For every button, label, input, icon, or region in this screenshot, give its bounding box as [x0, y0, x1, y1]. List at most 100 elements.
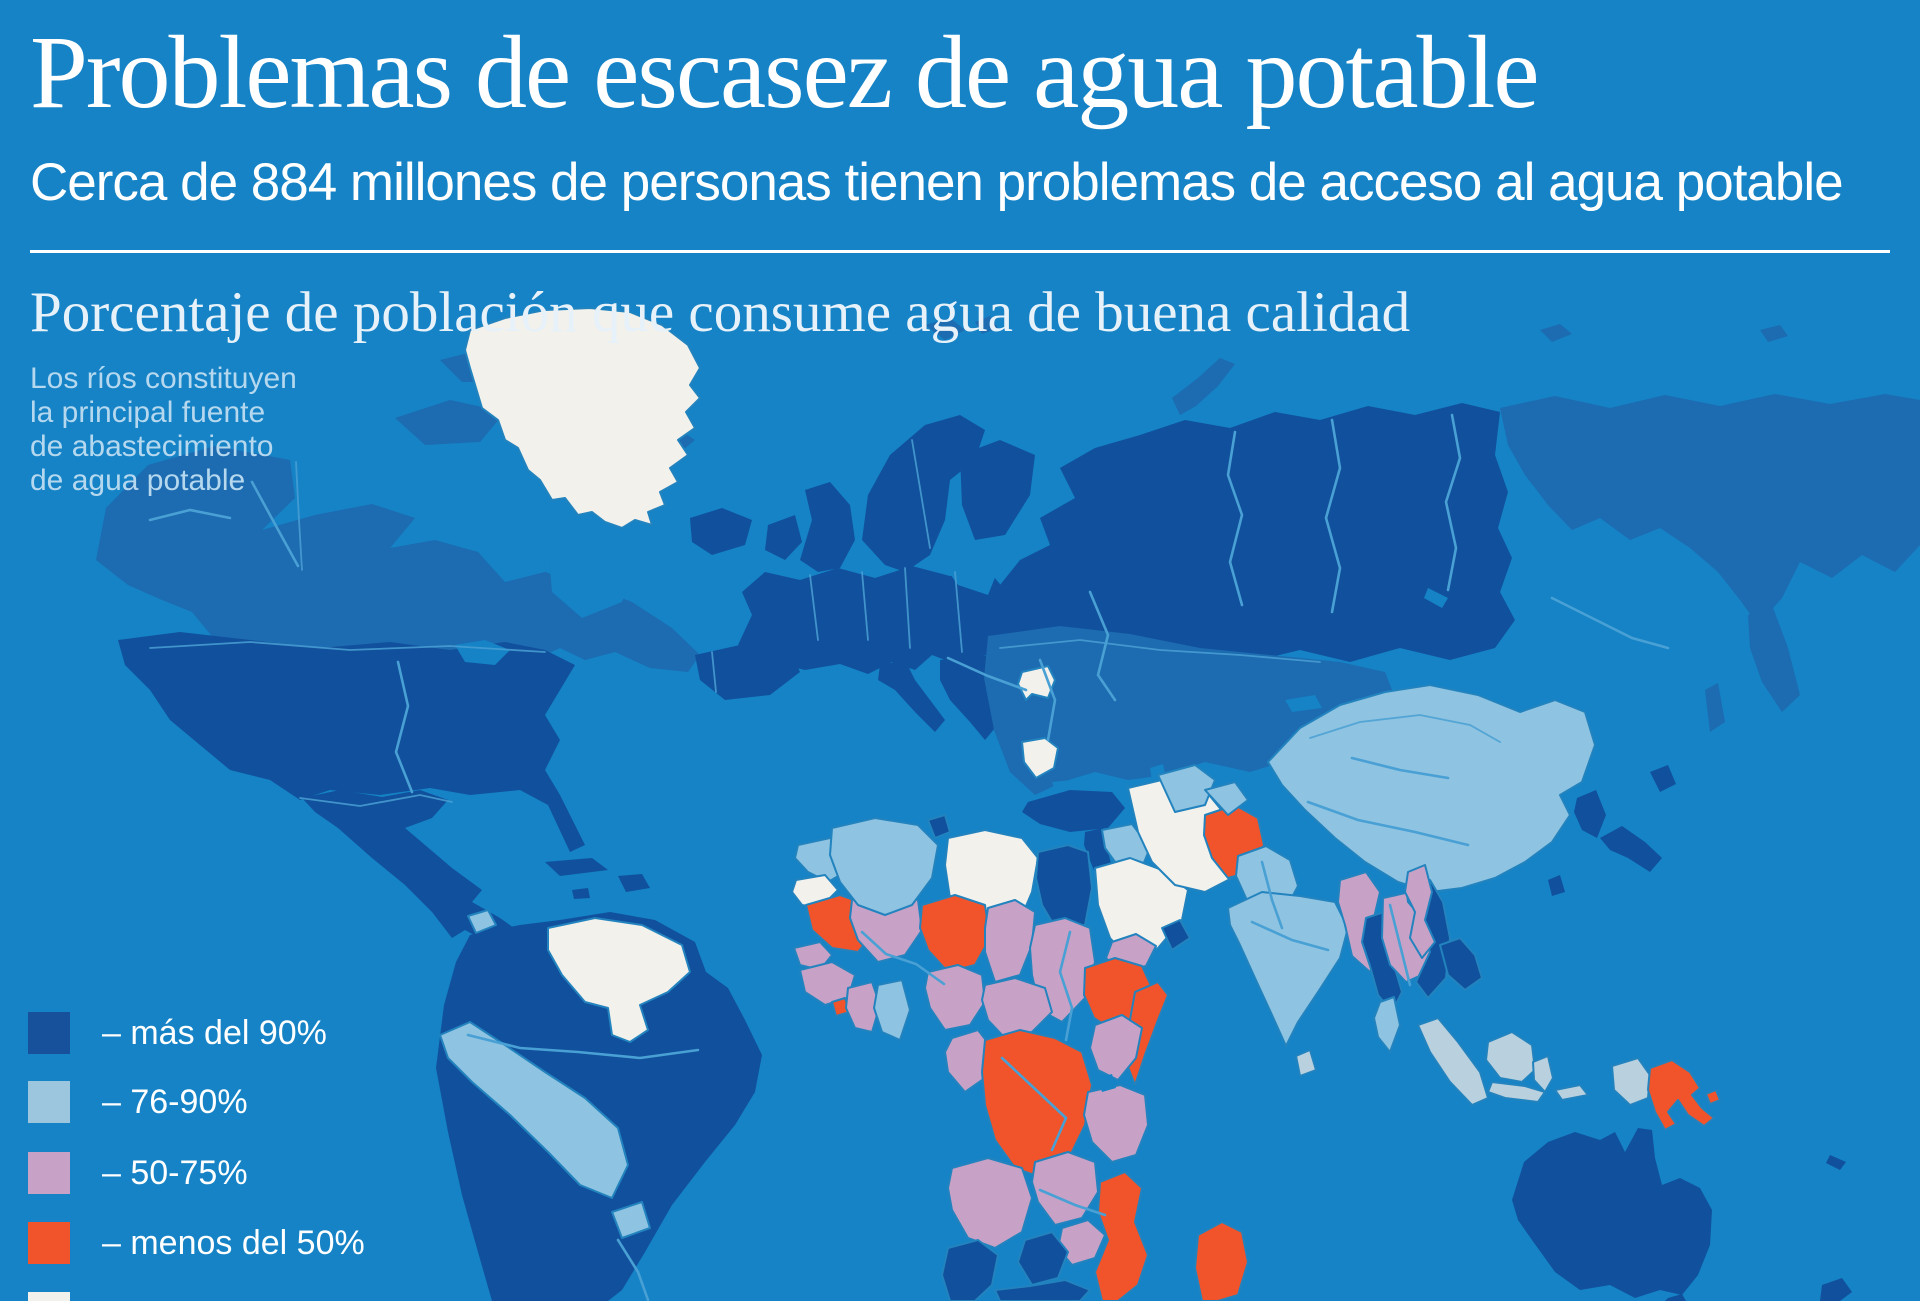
arctic-island-wrangel: [1760, 325, 1788, 342]
legend-label: – 50-75%: [102, 1154, 248, 1192]
region-south-america: [436, 912, 762, 1301]
country-congo-gabon: [944, 1029, 993, 1093]
country-nigeria: [924, 964, 986, 1031]
river-congo: [1000, 1056, 1068, 1152]
page-subtitle: Cerca de 884 millones de personas tienen…: [30, 153, 1844, 212]
country-philippines: [1404, 864, 1436, 959]
legend-label: – 76-90%: [102, 1083, 248, 1121]
island-sri-lanka: [1295, 1049, 1317, 1077]
country-united-kingdom: [800, 482, 855, 572]
country-malaysia: [1373, 996, 1401, 1053]
country-ghana: [873, 979, 911, 1041]
country-tunisia: [927, 814, 951, 839]
river-danube: [946, 656, 1028, 692]
map-note: Los ríos constituyen la principal fuente…: [30, 362, 297, 498]
country-norway-sweden: [862, 415, 985, 572]
peninsula-kamchatka: [1748, 605, 1800, 712]
island-lesser-sunda: [1554, 1084, 1589, 1101]
island-cuba: [545, 858, 608, 876]
country-korea: [1574, 790, 1606, 838]
river-mekong: [1388, 903, 1412, 987]
lake-victoria: [1098, 1074, 1116, 1092]
country-botswana: [1017, 1231, 1069, 1286]
country-iberia: [695, 645, 800, 700]
hudson-bay: [548, 538, 640, 618]
river-yenisei: [1324, 418, 1342, 614]
region-greenland: [464, 307, 701, 529]
country-mozambique: [1094, 1171, 1149, 1301]
country-finland: [960, 440, 1035, 540]
rivers: [148, 413, 1670, 1301]
river-niger: [860, 930, 946, 986]
country-papua-new-guinea: [1647, 1059, 1715, 1131]
region-africa: [791, 814, 1249, 1301]
country-russia-far-east: [1500, 394, 1920, 625]
island-jamaica: [572, 888, 590, 899]
border-russia-kazakhstan: [999, 639, 1321, 663]
map-note-line: Los ríos constituyen: [30, 362, 297, 395]
page-title: Problemas de escasez de agua potable: [30, 15, 1540, 130]
river-yukon: [148, 508, 232, 522]
island-borneo: [1485, 1031, 1536, 1083]
country-paraguay: [611, 1201, 651, 1239]
river-mississippi: [394, 660, 414, 794]
arctic-island: [395, 400, 505, 445]
country-ireland: [765, 515, 802, 560]
border-europe-4: [954, 571, 963, 653]
country-south-africa: [994, 1279, 1091, 1301]
country-russia-core: [985, 403, 1515, 662]
country-south-america-base: [436, 912, 762, 1301]
arctic-island-svalbard2: [975, 316, 998, 334]
country-algeria: [829, 817, 939, 916]
island-hispaniola: [618, 874, 650, 892]
lake-balkhash: [1285, 695, 1322, 712]
border-mongolia: [1309, 714, 1501, 743]
river-volga: [1088, 590, 1117, 702]
island-new-britain: [1705, 1089, 1721, 1105]
country-madagascar: [1194, 1221, 1249, 1301]
region-oceania: [1512, 1128, 1852, 1301]
border-europe-2: [861, 571, 869, 641]
island-hokkaido: [1650, 765, 1676, 792]
country-italy: [878, 660, 945, 732]
country-romania-area: [1021, 737, 1059, 779]
lake-baikal: [1424, 588, 1448, 608]
river-parana: [616, 1238, 650, 1301]
border-usa-canada: [149, 641, 546, 653]
legend-label: – menos del 50%: [102, 1224, 365, 1262]
island-new-caledonia: [1826, 1155, 1846, 1170]
map-note-line: de agua potable: [30, 464, 246, 497]
country-angola: [947, 1157, 1033, 1249]
island-new-zealand: [1820, 1278, 1852, 1301]
country-canada-alaska: [96, 446, 700, 672]
river-dnieper: [1038, 658, 1057, 742]
river-yangtze: [1306, 800, 1470, 847]
region-europe: [690, 316, 1035, 740]
river-ganges: [1250, 920, 1330, 952]
legend-label: – más del 90%: [102, 1014, 327, 1052]
country-ivory-coast: [845, 981, 881, 1033]
river-yellow: [1350, 756, 1450, 780]
country-oman: [1161, 919, 1191, 951]
island-sumatra: [1417, 1017, 1489, 1106]
country-usa: [118, 632, 585, 852]
border-iberia: [711, 651, 717, 693]
section-heading: Porcentaje de población que consume agua…: [30, 281, 1411, 344]
country-central-asia-east: [1204, 781, 1249, 816]
great-lakes: [455, 640, 510, 665]
legend-swatch-50-75: [28, 1152, 70, 1194]
island-tasmania: [1665, 1294, 1686, 1301]
arctic-island-new-siberian: [1540, 324, 1572, 342]
baltic-sea: [940, 548, 1000, 595]
country-niger: [919, 894, 991, 973]
country-india: [1227, 891, 1349, 1047]
island-sakhalin: [1705, 683, 1725, 732]
country-turkey: [1022, 790, 1125, 832]
country-kenya-uganda: [1089, 1014, 1143, 1081]
island-west-papua: [1611, 1057, 1651, 1106]
river-amazon: [466, 1033, 700, 1060]
country-nicaragua: [467, 909, 497, 934]
river-mackenzie: [250, 480, 300, 568]
